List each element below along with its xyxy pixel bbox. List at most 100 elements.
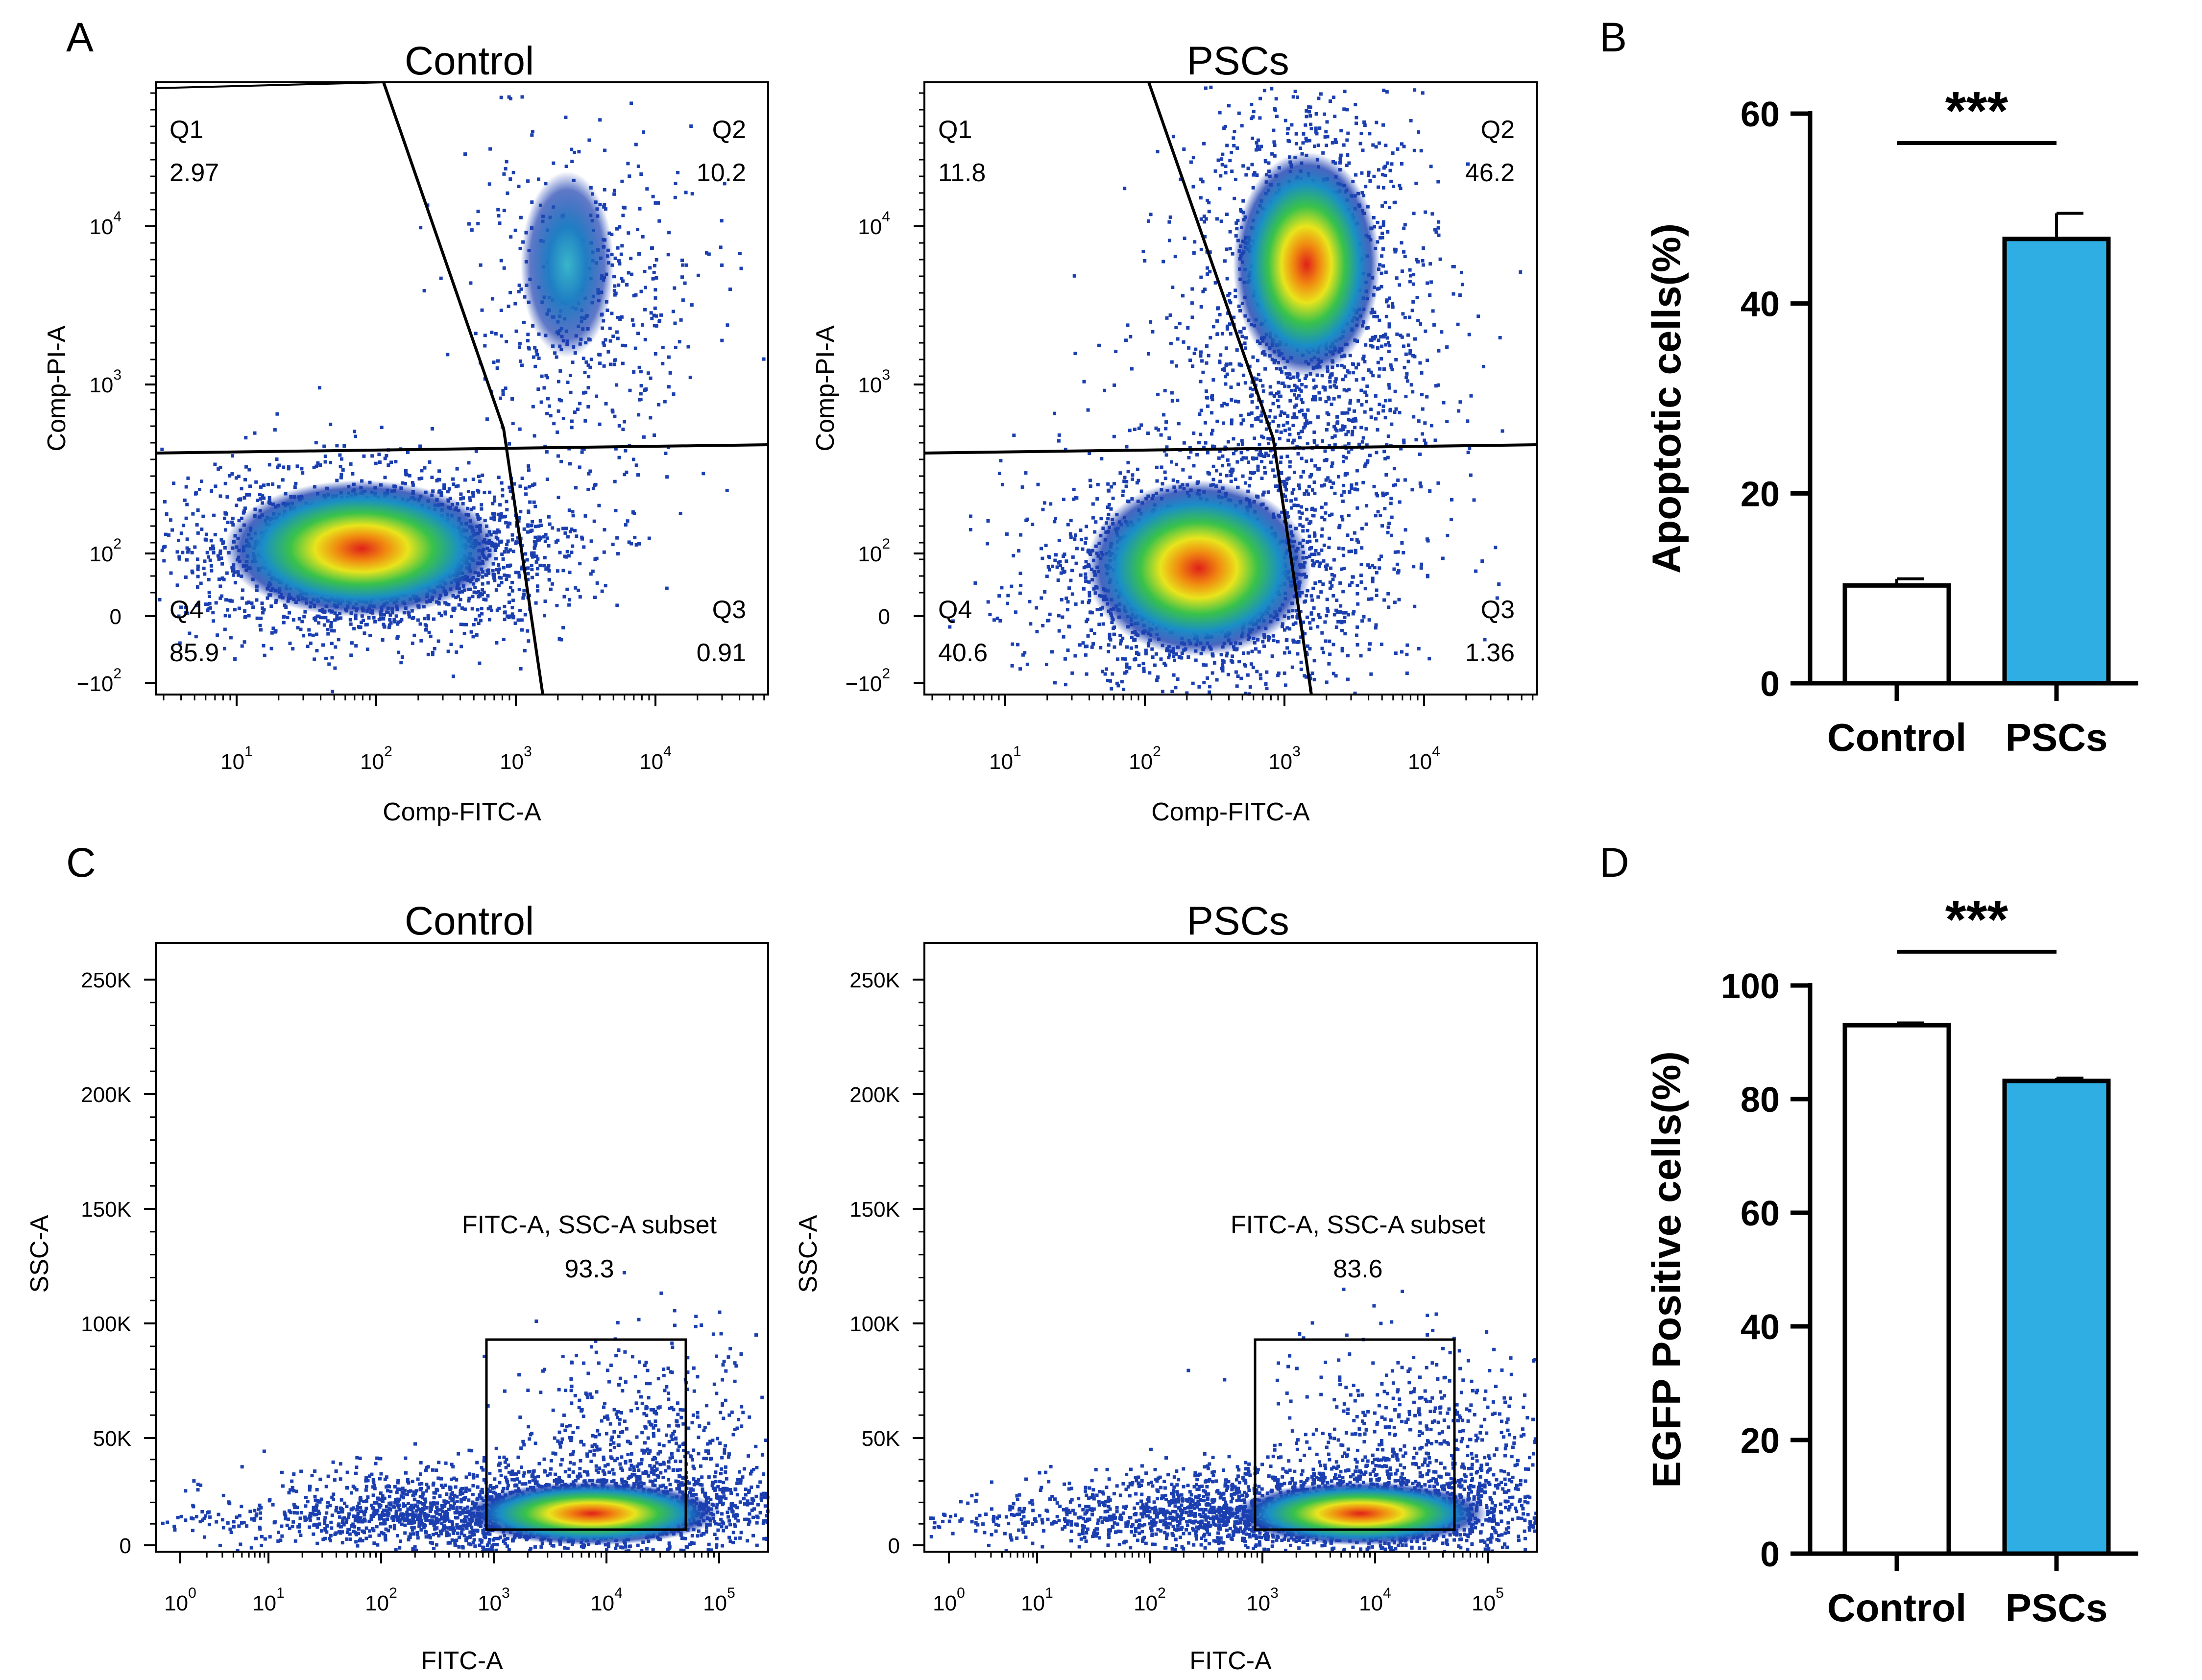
event-dot [255, 616, 259, 620]
panel-label-d: D [1599, 840, 1629, 886]
event-dot [575, 534, 579, 538]
event-dot [517, 571, 521, 575]
event-dot [255, 598, 259, 602]
event-dot [595, 556, 599, 560]
event-dot [454, 484, 458, 488]
event-dot [1246, 673, 1250, 677]
event-dot [525, 558, 529, 562]
event-dot [471, 595, 475, 599]
event-dot [1340, 647, 1344, 650]
event-dot [1067, 625, 1071, 629]
event-dot [526, 179, 530, 183]
event-dot [702, 472, 705, 476]
event-dot [1088, 594, 1091, 598]
event-dot [1082, 587, 1086, 591]
event-dot [1209, 85, 1213, 89]
event-dot [214, 601, 218, 605]
event-dot [513, 621, 517, 625]
event-dot [497, 214, 501, 218]
event-dot [351, 472, 355, 476]
event-dot [187, 548, 191, 552]
event-dot [1301, 529, 1305, 533]
event-dot [1099, 517, 1103, 521]
event-dot [242, 509, 246, 513]
event-dot [1320, 527, 1324, 531]
event-dot [191, 512, 195, 516]
event-dot [177, 557, 181, 561]
event-dot [1325, 607, 1329, 611]
event-dot [292, 618, 295, 622]
event-dot [1066, 523, 1070, 527]
event-dot [1215, 419, 1219, 423]
event-dot [1107, 512, 1111, 516]
event-dot [573, 150, 577, 154]
event-dot [611, 542, 615, 546]
event-dot [624, 523, 628, 527]
event-dot [1154, 652, 1158, 656]
event-dot [507, 304, 510, 308]
event-dot [230, 520, 234, 524]
event-dot [500, 515, 504, 519]
event-dot [367, 616, 371, 620]
event-dot [1211, 478, 1215, 481]
event-dot [317, 621, 321, 625]
event-dot [1264, 452, 1268, 455]
event-dot [538, 519, 542, 523]
event-dot [1351, 612, 1355, 616]
event-dot [634, 293, 638, 297]
event-dot [467, 597, 471, 600]
event-dot [1364, 522, 1368, 526]
event-dot [598, 422, 602, 426]
event-dot [1079, 573, 1083, 577]
event-dot [542, 564, 546, 568]
event-dot [314, 441, 318, 445]
event-dot [649, 416, 653, 420]
event-dot [1146, 432, 1150, 435]
event-dot [598, 118, 602, 122]
event-dot [486, 581, 490, 585]
event-dot [491, 502, 495, 505]
event-dot [480, 607, 484, 611]
event-dot [630, 318, 634, 322]
event-dot [532, 551, 536, 555]
event-dot [1211, 464, 1215, 468]
event-dot [527, 639, 531, 643]
event-dot [1249, 471, 1253, 475]
event-dot [437, 469, 441, 473]
event-dot [1297, 483, 1301, 487]
event-dot [1352, 610, 1356, 614]
event-dot [621, 343, 624, 347]
event-dot [533, 364, 537, 368]
event-dot [1144, 648, 1148, 652]
event-dot [266, 482, 270, 486]
event-dot [335, 444, 339, 448]
event-dot [511, 550, 515, 553]
event-dot [262, 644, 266, 648]
event-dot [258, 624, 262, 627]
event-dot [382, 623, 386, 626]
event-dot [1023, 651, 1027, 655]
event-dot [450, 629, 454, 633]
event-dot [1226, 458, 1230, 462]
event-dot [1327, 662, 1331, 666]
event-dot [1303, 600, 1307, 604]
event-dot [442, 483, 446, 487]
event-dot [1304, 675, 1308, 679]
event-dot [615, 536, 619, 540]
event-dot [1018, 667, 1022, 671]
event-dot [1229, 480, 1233, 483]
event-dot [387, 463, 390, 467]
event-dot [162, 559, 166, 563]
event-dot [556, 569, 559, 573]
event-dot [494, 332, 498, 336]
event-dot [1018, 572, 1022, 575]
event-dot [1371, 576, 1375, 580]
event-dot [167, 533, 170, 537]
event-dot [424, 627, 428, 631]
event-dot [528, 500, 532, 504]
event-dot [322, 444, 326, 448]
event-dot [190, 551, 194, 554]
event-dot [951, 619, 955, 623]
event-dot [1390, 515, 1394, 519]
event-dot [1040, 547, 1043, 551]
